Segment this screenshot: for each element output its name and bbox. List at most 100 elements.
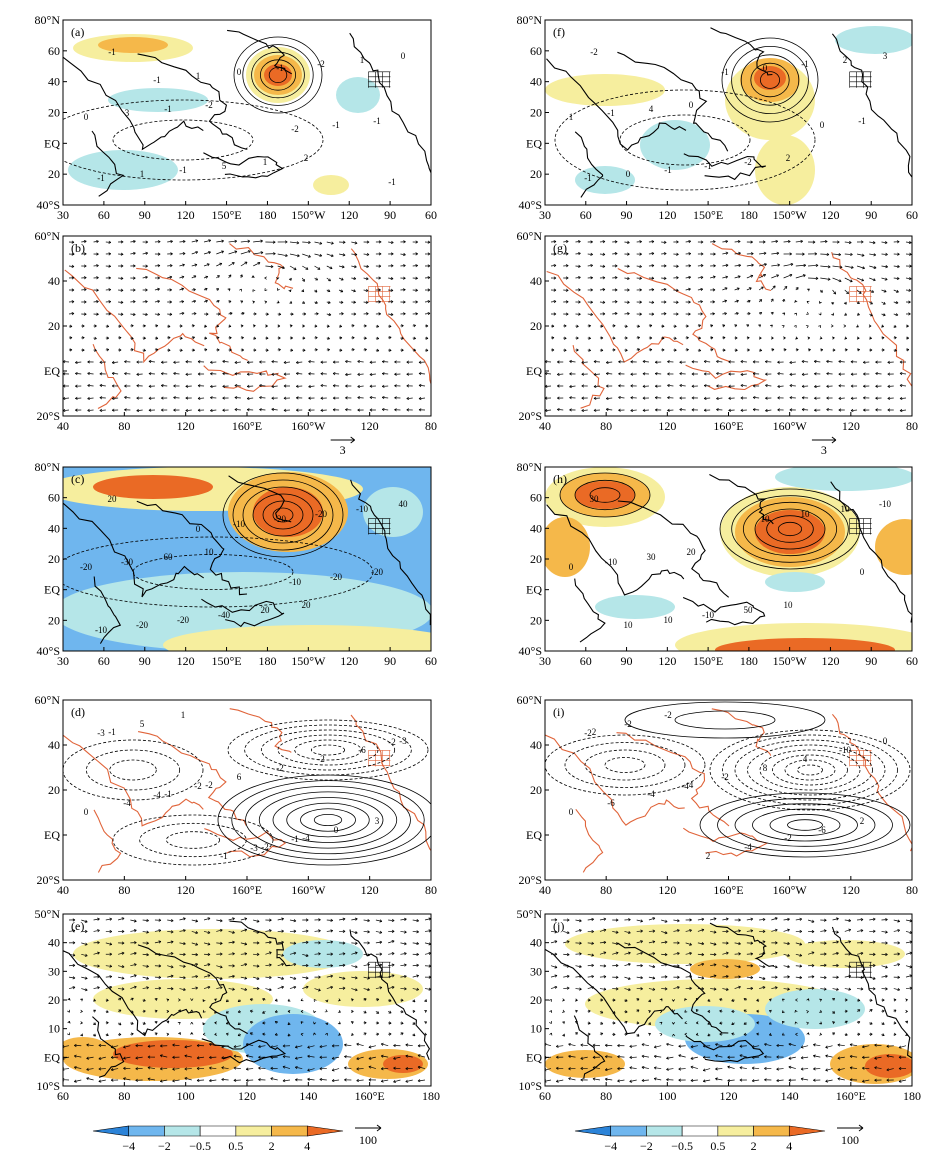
wind-vector (179, 264, 185, 267)
wind-vector-head (557, 372, 560, 376)
wind-vector-head (94, 324, 97, 328)
wind-vector-head (653, 1066, 657, 1070)
wind-vector (191, 275, 197, 279)
wind-vector-head (895, 313, 899, 317)
wind-vector-head (282, 266, 285, 270)
wind-vector-head (123, 1056, 126, 1060)
lon-tick-label: 60 (539, 1089, 551, 1103)
wind-vector-head (603, 928, 607, 932)
wind-vector-head (844, 1033, 848, 1037)
wind-vector-head (148, 408, 152, 412)
wind-vector (308, 385, 315, 388)
wind-vector-head (592, 1066, 596, 1070)
wind-vector-head (793, 325, 797, 328)
wind-vector-head (701, 928, 705, 932)
panel-label: (j) (553, 919, 564, 933)
colorbar-segment (128, 1125, 165, 1137)
wind-vector-head (677, 941, 680, 945)
wind-vector-head (872, 952, 876, 956)
wind-vector-head (217, 312, 221, 316)
wind-vector-head (553, 312, 557, 316)
lat-tick-label: 50°N (35, 907, 61, 921)
wind-vector (86, 1056, 94, 1059)
wind-vector (326, 975, 333, 978)
wind-vector-head (591, 974, 594, 979)
wind-vector-head (727, 1044, 730, 1048)
wind-vector-head (678, 1054, 682, 1058)
contour-line (310, 744, 346, 756)
wind-vector (814, 385, 821, 388)
wind-vector (734, 953, 741, 955)
wind-vector-head (276, 276, 280, 280)
coastline (711, 708, 772, 756)
wind-vector-head (83, 276, 87, 280)
lon-tick-label: 60 (98, 654, 110, 668)
wind-vector-head (365, 288, 369, 293)
wind-vector-head (811, 975, 815, 979)
wind-vector-head (831, 312, 834, 316)
wind-vector-head (216, 275, 220, 278)
coastline (201, 1038, 287, 1064)
wind-vector (234, 385, 241, 387)
wind-vector (105, 976, 112, 978)
wind-vector-head (777, 263, 780, 267)
wind-vector-head (170, 940, 174, 944)
wind-vector-head (893, 1021, 897, 1025)
wind-vector (844, 277, 853, 282)
wind-vector-head (819, 1032, 822, 1036)
lon-tick-label: 180 (258, 654, 276, 668)
wind-vector-head (209, 1079, 212, 1083)
wind-vector-head (207, 963, 211, 967)
wind-vector (388, 313, 394, 316)
wind-vector-head (142, 1009, 146, 1013)
wind-vector-head (850, 408, 854, 413)
contour-label: 0 (84, 807, 89, 817)
wind-vector-head (246, 384, 250, 388)
lat-tick-label: 20 (530, 783, 542, 797)
wind-vector-head (846, 291, 849, 295)
wind-vector-head (232, 952, 235, 956)
lat-tick-label: 10°S (37, 1079, 60, 1093)
wind-vector (661, 277, 667, 279)
wind-vector-head (763, 251, 767, 255)
wind-vector-head (413, 324, 416, 328)
wind-vector-head (575, 998, 578, 1002)
wind-vector-head (602, 240, 606, 244)
wind-vector-head (405, 1043, 409, 1047)
wind-vector-head (869, 998, 873, 1002)
wind-vector-head (94, 348, 97, 352)
wind-vector-head (627, 930, 631, 935)
wind-vector (314, 988, 321, 991)
colorbar-tick-label: −2 (158, 1139, 171, 1153)
wind-vector-head (290, 348, 294, 352)
wind-vector (167, 941, 174, 944)
wind-vector (314, 253, 322, 257)
contour-label: -6 (358, 745, 366, 755)
wind-vector-head (350, 998, 354, 1002)
wind-vector (563, 931, 570, 934)
wind-vector-head (844, 348, 848, 352)
contour-label: -1 (108, 727, 116, 737)
contour-line (112, 814, 274, 866)
wind-vector-head (710, 336, 714, 340)
wind-vector (697, 276, 704, 279)
wind-vector (661, 941, 668, 944)
wind-vector (424, 952, 431, 955)
wind-vector-head (185, 360, 189, 364)
wind-vector-head (826, 408, 829, 412)
wind-vector-head (237, 999, 241, 1003)
wind-vector-head (330, 940, 334, 944)
wind-vector-head (264, 300, 268, 304)
shaded-region (835, 26, 912, 54)
wind-vector-head (819, 998, 822, 1002)
contour-label: -1 (332, 120, 340, 130)
wind-vector-head (135, 1044, 138, 1048)
wind-vector (283, 361, 291, 364)
wind-vector (216, 250, 224, 255)
wind-vector-head (415, 240, 418, 244)
wind-vector-head (580, 1078, 584, 1082)
wind-vector (545, 409, 552, 411)
wind-vector-head (369, 360, 373, 364)
wind-vector-head (109, 929, 113, 934)
wind-vector-head (142, 1021, 146, 1025)
